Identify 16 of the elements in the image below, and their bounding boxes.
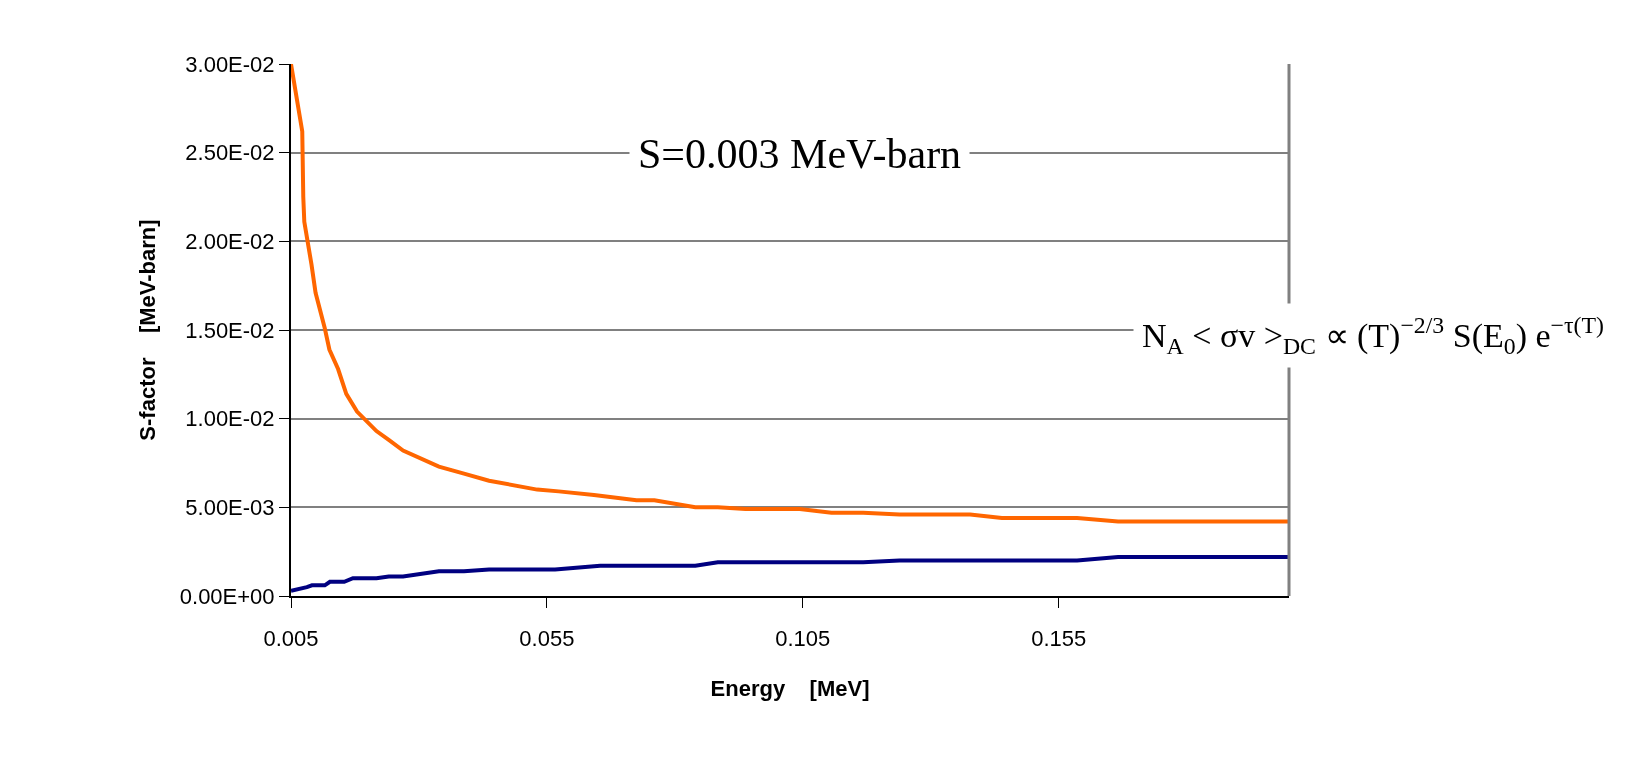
y-tick-label: 2.50E-02 [185, 140, 275, 166]
y-axis-title: S-factor [MeV-barn] [135, 219, 161, 441]
text: N$_{A}$ < σv >$_{DC}$ ∝ (T)$^{−2/3}$ S(E$_{0}$) e$^{−τ(T)}$ [1142, 312, 1604, 360]
y-tick-label: 2.00E-02 [185, 229, 275, 255]
y-tick-label: 1.00E-02 [185, 406, 275, 432]
y-tick-label: 3.00E-02 [185, 51, 275, 77]
y-tick-label: 0.00E+00 [179, 583, 275, 609]
x-tick-label: 0.005 [263, 626, 319, 652]
line-series [291, 554, 1289, 593]
x-axis-title: Energy [MeV] [710, 675, 870, 701]
y-tick-label: 5.00E-03 [185, 495, 275, 521]
x-tick-label: 0.155 [1031, 626, 1087, 652]
annotation: S=0.003 MeV-barn [638, 131, 962, 177]
x-tick-label: 0.105 [775, 626, 831, 652]
x-tick-label: 0.055 [519, 626, 575, 652]
y-tick-label: 1.50E-02 [185, 317, 275, 343]
